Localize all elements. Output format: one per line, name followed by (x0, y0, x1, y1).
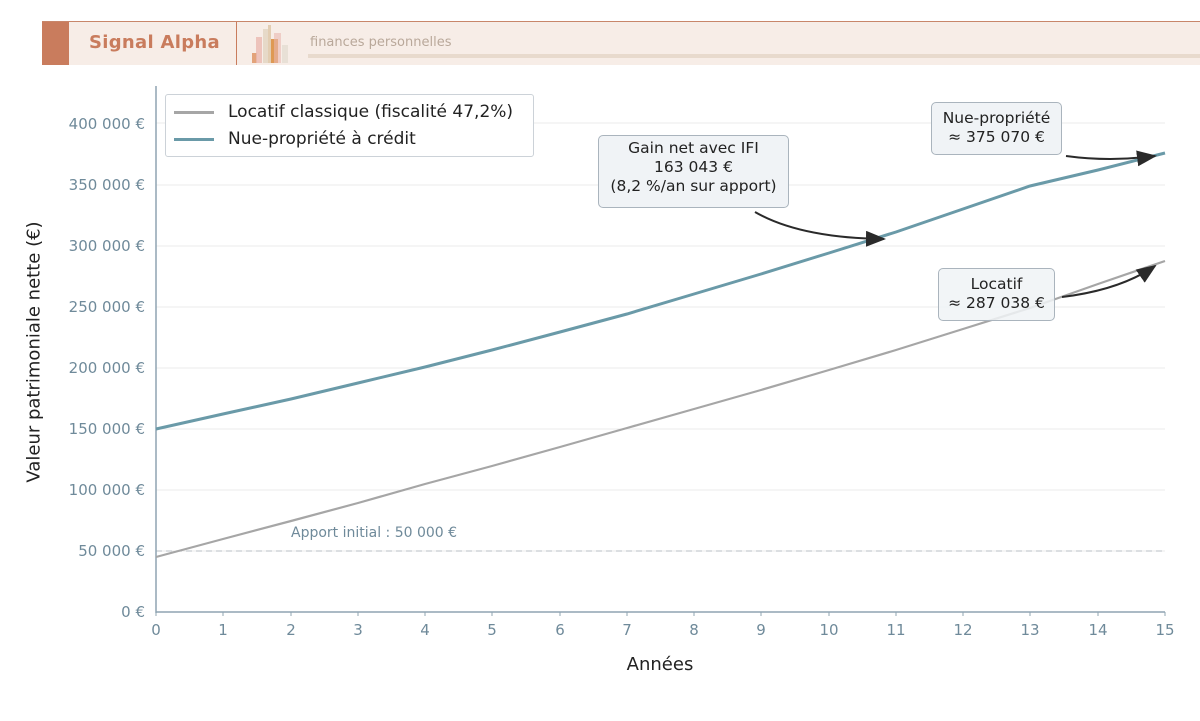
chart-legend: Locatif classique (fiscalité 47,2%) Nue-… (165, 94, 534, 157)
annotation-arrow-locatif (1061, 264, 1157, 298)
annotation-nue-value: ≈ 375 070 € (948, 128, 1045, 146)
x-tick-label: 12 (953, 621, 973, 639)
x-tick-label: 7 (622, 621, 632, 639)
x-tick-label: 14 (1088, 621, 1108, 639)
y-tick-label: 250 000 € (68, 298, 145, 316)
x-tick-label: 4 (420, 621, 430, 639)
legend-swatch-nue-propriete (174, 137, 214, 141)
legend-swatch-locatif (174, 110, 214, 114)
x-tick-label: 9 (756, 621, 766, 639)
annotation-nue-title: Nue-propriété (942, 109, 1051, 127)
y-tick-label: 150 000 € (68, 420, 145, 438)
annotation-arrow-gain (754, 211, 886, 247)
annotation-gain-value: 163 043 € (654, 158, 733, 176)
header-underline (308, 54, 1200, 58)
y-tick-label: 200 000 € (68, 359, 145, 377)
x-tick-label: 2 (286, 621, 296, 639)
y-tick-label: 350 000 € (68, 176, 145, 194)
x-tick-label: 0 (151, 621, 161, 639)
x-tick-label: 6 (555, 621, 565, 639)
header-accent-bar (42, 22, 69, 65)
x-tick-label: 10 (819, 621, 839, 639)
legend-label: Locatif classique (fiscalité 47,2%) (228, 102, 514, 122)
apport-reference-label: Apport initial : 50 000 € (291, 525, 458, 541)
tagline: finances personnelles (310, 35, 452, 50)
annotation-locatif-title: Locatif (970, 275, 1023, 293)
annotation-locatif-value: ≈ 287 038 € (948, 294, 1045, 312)
annotation-arrow-nue (1065, 150, 1157, 167)
x-tick-label: 5 (487, 621, 497, 639)
annotation-gain-title: Gain net avec IFI (628, 139, 759, 157)
x-ticks (155, 612, 1166, 616)
legend-item-nue-propriete: Nue-propriété à crédit (174, 128, 416, 150)
y-tick-label: 300 000 € (68, 237, 145, 255)
annotation-locatif-box: Locatif ≈ 287 038 € (938, 268, 1055, 321)
app-header: Signal Alpha finances personnelles (42, 21, 1200, 65)
x-tick-label: 11 (886, 621, 906, 639)
annotation-nue-box: Nue-propriété ≈ 375 070 € (931, 102, 1062, 155)
y-tick-label: 400 000 € (68, 115, 145, 133)
x-tick-label: 8 (689, 621, 699, 639)
series-nue-propriete-line (155, 151, 1166, 431)
header-divider (236, 22, 237, 65)
legend-label: Nue-propriété à crédit (228, 129, 416, 149)
x-tick-label: 3 (353, 621, 363, 639)
brand-name: Signal Alpha (89, 32, 220, 53)
annotation-gain-rate: (8,2 %/an sur apport) (610, 177, 777, 195)
y-axis-title: Valeur patrimoniale nette (€) (23, 221, 45, 483)
x-axis-title: Années (626, 654, 694, 675)
y-tick-label: 0 € (121, 603, 145, 621)
legend-item-locatif: Locatif classique (fiscalité 47,2%) (174, 101, 513, 123)
x-tick-label: 1 (218, 621, 228, 639)
annotation-gain-box: Gain net avec IFI 163 043 € (8,2 %/an su… (598, 135, 789, 208)
x-tick-label: 13 (1020, 621, 1040, 639)
x-tick-label: 15 (1155, 621, 1175, 639)
y-tick-label: 100 000 € (68, 481, 145, 499)
y-tick-label: 50 000 € (78, 542, 145, 560)
bar-chart-logo-icon (252, 25, 288, 63)
